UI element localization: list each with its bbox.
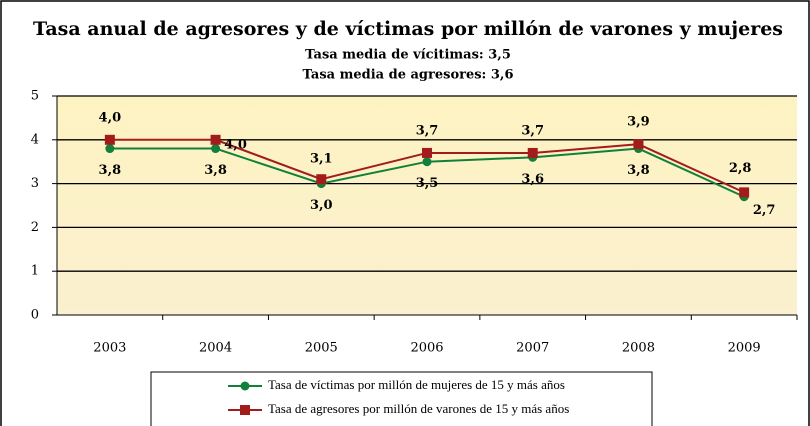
legend-swatch [240, 381, 250, 391]
marker [316, 174, 327, 185]
x-tick-label: 2009 [728, 341, 761, 356]
chart-subtitle: Tasa media de vícitimas: 3,5 [305, 48, 511, 63]
data-label: 3,8 [627, 163, 650, 178]
data-label: 3,7 [521, 123, 544, 138]
data-label: 3,8 [204, 163, 227, 178]
data-label: 3,6 [521, 172, 544, 187]
data-label: 4,0 [224, 137, 247, 152]
marker [211, 144, 221, 154]
y-tick-label: 4 [31, 132, 39, 147]
marker [739, 187, 750, 198]
marker [104, 134, 115, 145]
legend-swatch [240, 405, 250, 415]
marker [105, 144, 115, 154]
legend [150, 371, 653, 426]
x-tick-label: 2006 [410, 341, 443, 356]
x-tick-label: 2007 [516, 341, 549, 356]
y-tick-label: 1 [31, 264, 39, 279]
marker [633, 139, 644, 150]
y-tick-label: 0 [31, 308, 39, 323]
marker [422, 157, 432, 167]
marker [210, 134, 221, 145]
legend-label: Tasa de agresores por millón de varones … [268, 401, 569, 416]
data-label: 3,7 [416, 123, 439, 138]
x-tick-label: 2004 [199, 341, 232, 356]
data-label: 2,7 [753, 203, 776, 218]
x-tick-label: 2005 [305, 341, 338, 356]
data-label: 3,8 [99, 163, 122, 178]
marker [527, 147, 538, 158]
legend-label: Tasa de víctimas por millón de mujeres d… [268, 377, 565, 392]
y-tick-label: 2 [31, 220, 39, 235]
y-tick-label: 5 [31, 89, 39, 104]
chart-title: Tasa anual de agresores y de víctimas po… [33, 18, 783, 40]
data-label: 2,8 [729, 161, 752, 176]
x-tick-label: 2008 [622, 341, 655, 356]
chart-subtitle: Tasa media de agresores: 3,6 [302, 68, 513, 83]
x-tick-label: 2003 [93, 341, 126, 356]
marker [422, 147, 432, 158]
data-label: 3,5 [416, 176, 439, 191]
data-label: 3,0 [310, 198, 333, 213]
plot-area [57, 96, 797, 315]
y-tick-label: 3 [31, 176, 39, 191]
data-label: 3,1 [310, 152, 333, 167]
data-label: 4,0 [99, 110, 122, 125]
data-label: 3,9 [627, 115, 650, 130]
